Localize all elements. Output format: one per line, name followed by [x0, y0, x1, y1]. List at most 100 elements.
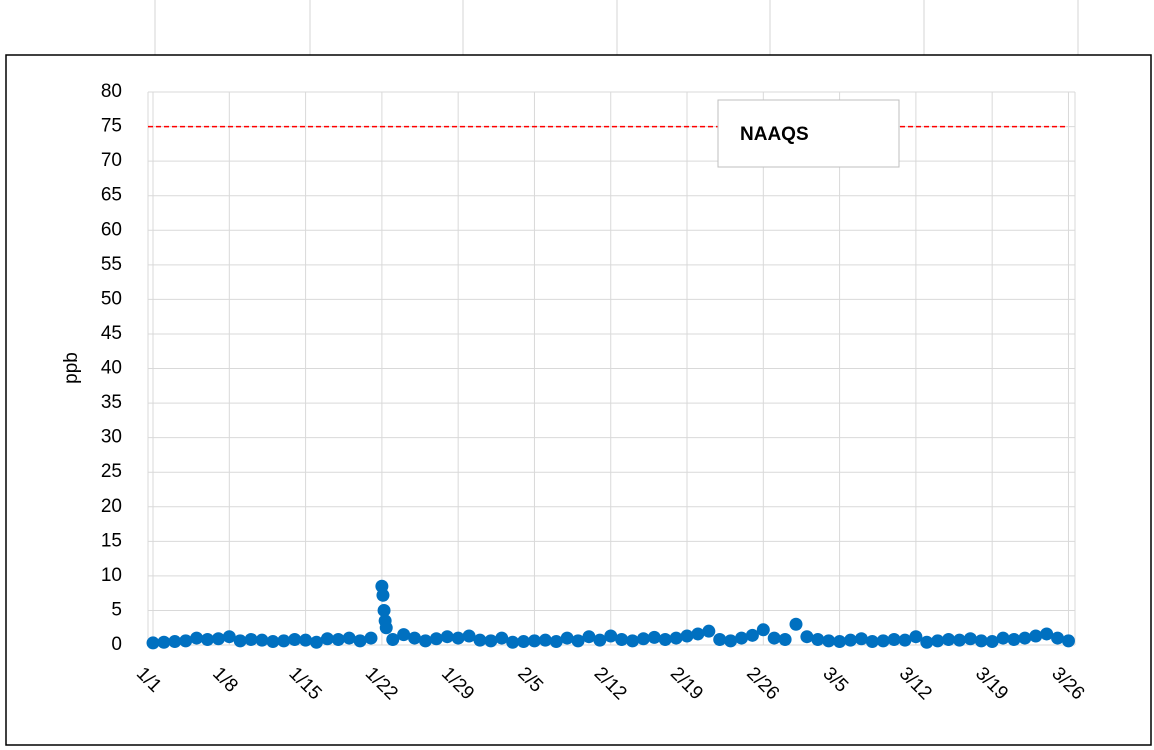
data-point — [560, 631, 574, 645]
data-point — [1029, 629, 1043, 643]
y-tick-label: 60 — [101, 219, 122, 240]
data-point — [942, 632, 956, 646]
data-point — [386, 632, 400, 646]
data-point — [1018, 631, 1032, 645]
data-point — [342, 631, 356, 645]
y-tick-label: 15 — [101, 530, 122, 551]
data-point — [320, 632, 334, 646]
reference-label: NAAQS — [740, 124, 809, 145]
data-point — [767, 631, 781, 645]
data-point — [571, 634, 585, 648]
data-point — [364, 631, 378, 645]
y-tick-label: 45 — [101, 323, 122, 344]
data-point — [473, 633, 487, 647]
data-point — [865, 635, 879, 649]
data-point — [331, 632, 345, 646]
data-point — [800, 630, 814, 644]
data-point — [495, 631, 509, 645]
reference-label-box — [717, 99, 900, 168]
data-point — [418, 634, 432, 648]
data-point — [833, 635, 847, 649]
data-point — [309, 635, 323, 649]
data-point — [179, 634, 193, 648]
data-point — [233, 634, 247, 648]
data-point — [408, 631, 422, 645]
data-point — [549, 635, 563, 649]
data-point — [985, 635, 999, 649]
data-point — [244, 632, 258, 646]
data-point — [604, 629, 618, 643]
y-tick-label: 80 — [101, 81, 122, 102]
y-tick-label: 20 — [101, 496, 122, 517]
data-point — [299, 633, 313, 647]
y-tick-label: 65 — [101, 185, 122, 206]
data-point — [146, 636, 160, 650]
data-point — [745, 628, 759, 642]
data-point — [255, 633, 269, 647]
data-point — [157, 635, 171, 649]
chart-frame — [5, 54, 1152, 746]
y-tick-label: 55 — [101, 254, 122, 275]
data-point — [963, 632, 977, 646]
data-point — [429, 632, 443, 646]
data-point — [811, 632, 825, 646]
data-point — [920, 635, 934, 649]
data-point — [778, 632, 792, 646]
data-point — [582, 630, 596, 644]
data-point — [201, 632, 215, 646]
data-point — [190, 631, 204, 645]
data-point — [626, 634, 640, 648]
data-point — [931, 634, 945, 648]
data-point — [724, 634, 738, 648]
data-point — [506, 635, 520, 649]
data-point — [887, 632, 901, 646]
data-point — [527, 634, 541, 648]
data-point — [647, 630, 661, 644]
data-point — [669, 631, 683, 645]
data-point — [680, 629, 694, 643]
data-point — [658, 632, 672, 646]
y-tick-label: 70 — [101, 150, 122, 171]
data-point — [353, 634, 367, 648]
y-axis-label: ppb — [61, 352, 82, 384]
data-point — [266, 635, 280, 649]
data-point — [440, 630, 454, 644]
data-point — [636, 632, 650, 646]
data-point — [854, 632, 868, 646]
data-point — [1061, 634, 1075, 648]
data-point — [909, 630, 923, 644]
data-point — [789, 617, 803, 631]
data-point — [702, 624, 716, 638]
y-tick-label: 5 — [111, 599, 122, 620]
data-point — [1051, 631, 1065, 645]
data-point — [1007, 632, 1021, 646]
data-point — [288, 632, 302, 646]
data-point — [952, 633, 966, 647]
data-point — [222, 630, 236, 644]
data-point — [713, 632, 727, 646]
data-point — [756, 623, 770, 637]
data-point — [462, 629, 476, 643]
data-point — [898, 633, 912, 647]
data-point — [822, 634, 836, 648]
data-point — [735, 631, 749, 645]
y-tick-label: 75 — [101, 116, 122, 137]
data-point — [451, 631, 465, 645]
y-tick-label: 40 — [101, 358, 122, 379]
y-tick-label: 35 — [101, 392, 122, 413]
data-point — [397, 628, 411, 642]
y-tick-label: 25 — [101, 461, 122, 482]
y-tick-label: 30 — [101, 427, 122, 448]
data-point — [376, 588, 390, 602]
data-point — [876, 634, 890, 648]
y-tick-label: 50 — [101, 288, 122, 309]
data-point — [379, 621, 393, 635]
data-point — [484, 634, 498, 648]
data-point — [211, 632, 225, 646]
data-point — [974, 634, 988, 648]
data-point — [691, 627, 705, 641]
data-point — [1040, 627, 1054, 641]
data-point — [517, 635, 531, 649]
y-tick-label: 10 — [101, 565, 122, 586]
